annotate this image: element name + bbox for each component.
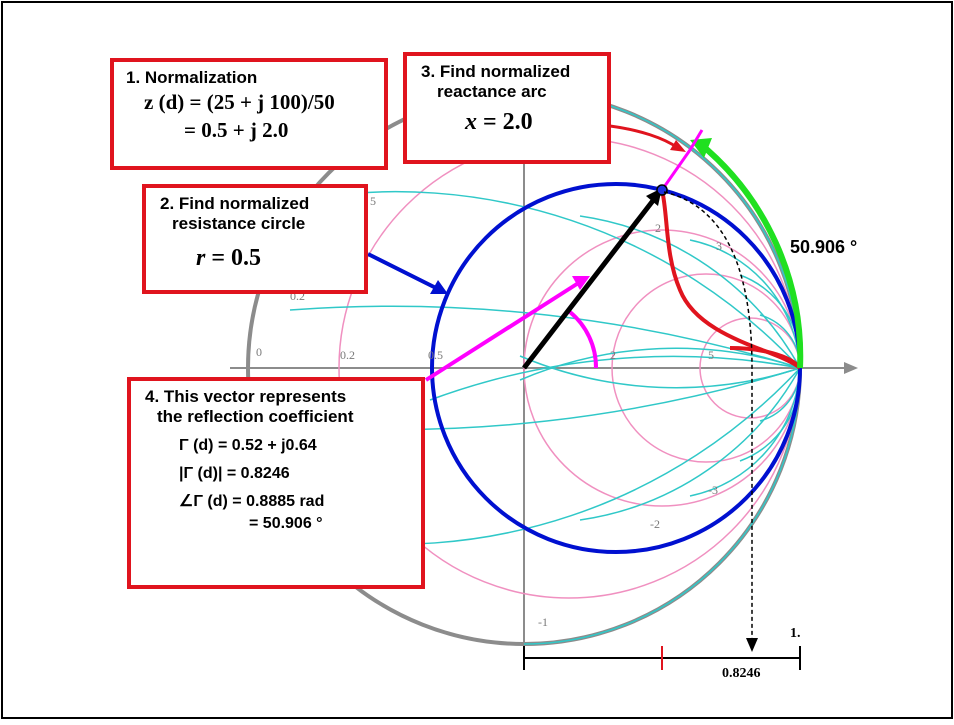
vector-extension [660,149,692,191]
magnitude-label: 0.8246 [722,666,761,681]
reactance-var: x [465,109,477,135]
reactance-value: = 2.0 [477,109,533,135]
label-r05: 0.5 [428,348,443,362]
normalization-title: 1. Normalization [126,68,258,87]
label-x05: 5 [370,194,376,208]
reactance-arc-end [729,346,802,370]
pointer-box3 [609,124,679,150]
label-xm3: -3 [708,483,718,497]
reactance-equation: x = 2.0 [465,108,597,136]
resistance-equation: r = 0.5 [196,244,354,272]
reactance-title-1: 3. Find normalized [421,62,571,81]
gamma-equation: Γ (d) = 0.52 + j0.64 [179,437,317,454]
label-xm2: -2 [650,517,660,531]
normalization-box: 1. Normalization z (d) = (25 + j 100)/50… [110,58,388,170]
reflection-title-2: the reflection coefficient [157,407,354,426]
label-xm1: -1 [538,615,548,629]
reflection-box: 4. This vector represents the reflection… [127,377,425,589]
label-x2: 2 [655,221,661,235]
axis-arrow-icon [844,362,858,374]
pointer-box2-arrow-icon [430,280,448,294]
normalization-equation: z (d) = (25 + j 100)/50 [144,90,335,114]
gamma-magnitude: |Γ (d)| = 0.8246 [179,465,290,482]
pointer-box4 [424,280,582,382]
gamma-vector [522,196,657,370]
angle-label: 50.906 ° [790,237,858,257]
gamma-angle: ∠Γ (d) = 0.8885 rad [179,493,325,510]
resistance-title-1: 2. Find normalized [160,194,310,213]
angle-arc [696,139,804,369]
label-r0: 0 [256,345,262,359]
label-r5: 5 [708,348,714,362]
magnitude-projection [663,191,753,642]
pointer-box3-arrow-icon [670,140,686,152]
scale-end-label: 1. [790,626,801,641]
gamma-point [656,184,668,196]
label-r2: 2 [610,348,616,362]
pointer-box2 [367,252,441,292]
angle-indicator-arc [568,310,599,369]
normalization-result: = 0.5 + j 2.0 [184,118,289,142]
resistance-value: = 0.5 [205,245,262,271]
pointer-box4-arrow-icon [572,276,590,290]
gamma-angle-degrees: = 50.906 ° [249,515,323,532]
reactance-title-2: reactance arc [437,82,547,101]
vector-extension-tip [688,129,704,151]
label-x3: 3 [716,239,722,253]
resistance-title-2: resistance circle [172,214,306,233]
projection-arrow-icon [746,638,758,652]
resistance-var: r [196,245,206,271]
label-r02: 0.2 [340,348,355,362]
resistance-box: 2. Find normalized resistance circle r =… [142,184,368,294]
reflection-title-1: 4. This vector represents [145,387,347,406]
reactance-box: 3. Find normalized reactance arc x = 2.0 [403,52,611,164]
